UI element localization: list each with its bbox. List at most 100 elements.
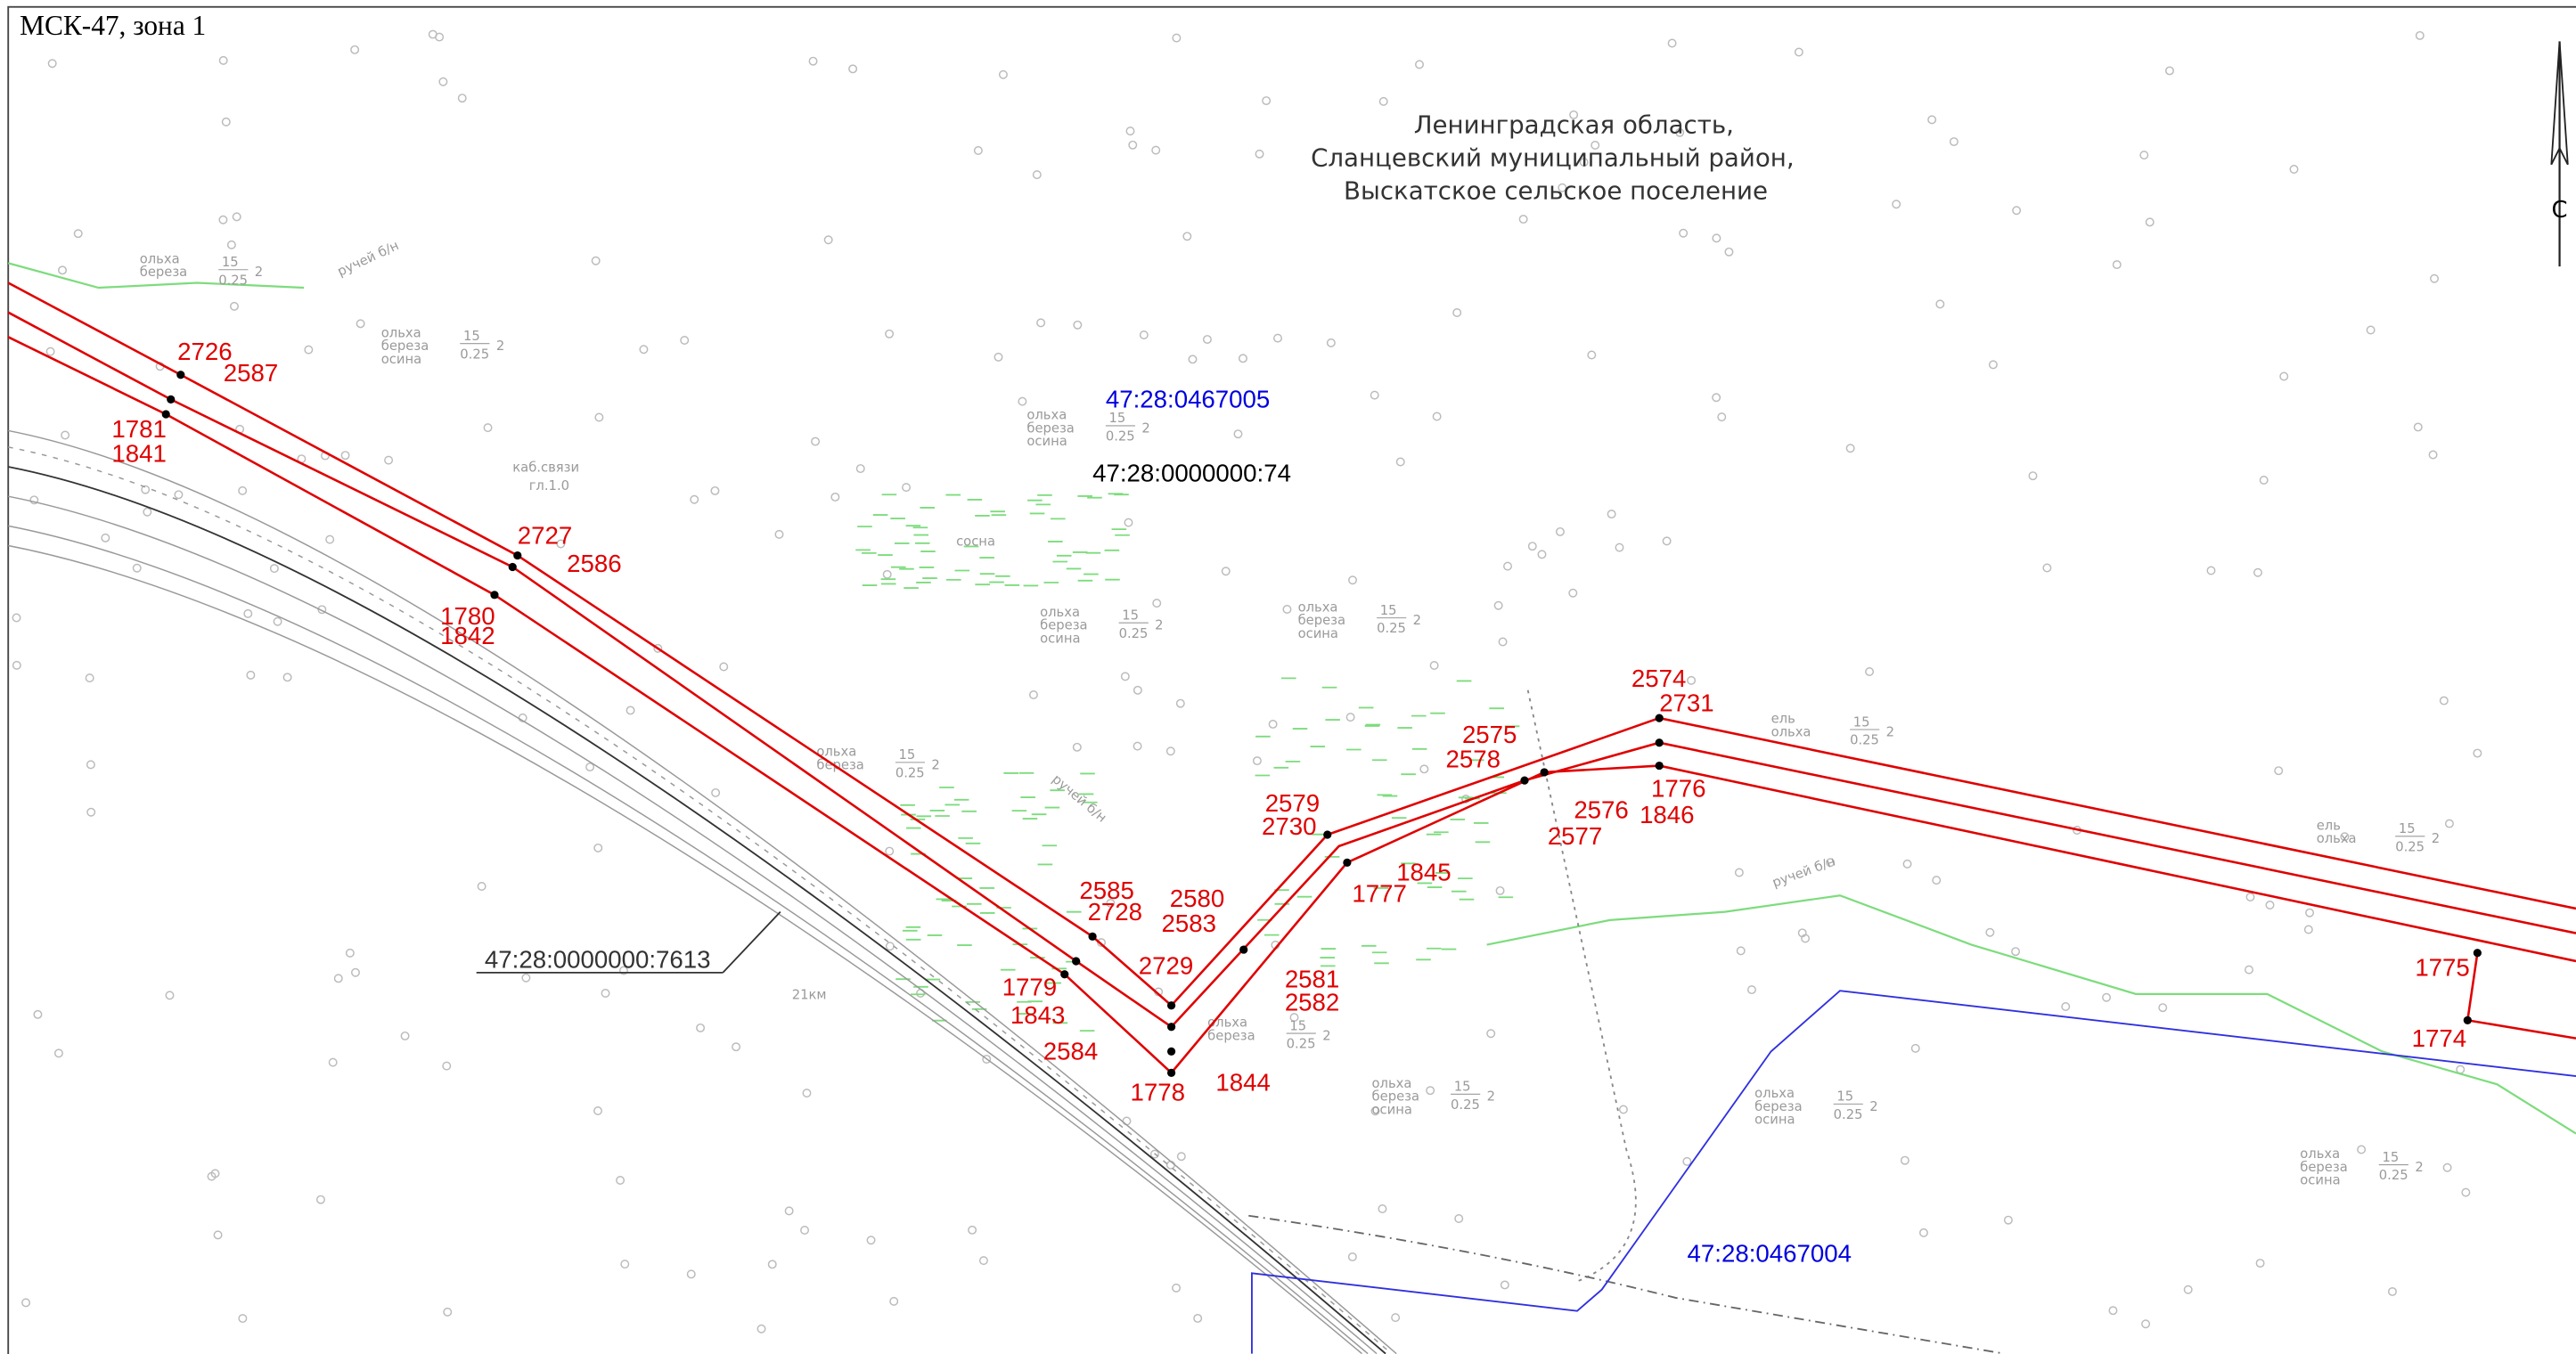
marker: [1493, 600, 1503, 610]
marker: [1949, 137, 1959, 147]
marker: [1826, 858, 1836, 868]
marker: [218, 55, 228, 65]
marker: [1262, 96, 1272, 106]
point: [1655, 761, 1664, 771]
marker: [1326, 338, 1336, 347]
point: [2463, 1016, 2472, 1024]
route-line: [7, 281, 2576, 1007]
marker: [2473, 748, 2482, 758]
marker: [1152, 599, 1162, 608]
marker: [885, 846, 895, 856]
marker: [1736, 946, 1746, 956]
marker: [982, 1055, 992, 1064]
marker: [1607, 510, 1616, 519]
point-label: 2574: [1631, 665, 1687, 692]
marker: [1238, 354, 1247, 363]
marker: [1452, 308, 1462, 317]
marker: [1900, 1155, 1910, 1165]
vegetation-label: 15: [899, 747, 916, 763]
vegetation-label: 2: [2415, 1160, 2423, 1175]
marker: [12, 660, 21, 670]
marker: [317, 605, 327, 615]
vegetation-label: ольха: [1754, 1086, 1795, 1101]
marker: [2011, 947, 2021, 957]
vegetation-label: 0.25: [1287, 1037, 1316, 1052]
vegetation-label: ель: [2317, 818, 2341, 833]
point: [1166, 1001, 1176, 1010]
marker: [696, 1023, 706, 1032]
vegetation-label: 15: [1380, 603, 1397, 618]
point-label: 2585: [1079, 877, 1134, 904]
marker: [1679, 228, 1689, 238]
point-label: 1841: [111, 439, 167, 467]
marker: [1036, 318, 1046, 328]
marker: [784, 1206, 794, 1216]
marker: [1378, 1204, 1387, 1213]
marker: [1273, 333, 1282, 343]
vegetation-label: осина: [1040, 631, 1080, 646]
marker: [830, 492, 840, 502]
marker: [1615, 542, 1624, 552]
point-label: 2576: [1574, 796, 1629, 824]
vegetation-label: 15: [2382, 1150, 2399, 1165]
point-label: 1774: [2412, 1024, 2467, 1052]
marker: [1128, 140, 1138, 150]
road-line: [8, 466, 1386, 1354]
marker: [246, 670, 256, 680]
marker: [356, 319, 365, 329]
marker: [86, 760, 95, 770]
point-label: 1844: [1215, 1069, 1271, 1097]
marker: [732, 1042, 741, 1052]
stream-label: ручей б/н: [1049, 771, 1109, 826]
marker: [1018, 396, 1027, 406]
marker: [1202, 335, 1212, 345]
marker: [2442, 1162, 2452, 1172]
marker: [2430, 273, 2440, 283]
marker: [340, 451, 350, 461]
point-label: 2583: [1162, 909, 1217, 937]
marker: [1032, 170, 1042, 180]
vegetation-label: ольха: [1372, 1076, 1412, 1091]
marker: [1419, 764, 1429, 774]
marker: [1255, 149, 1264, 159]
marker: [1072, 742, 1082, 752]
point: [1166, 1047, 1176, 1056]
marker: [443, 1307, 453, 1317]
point: [1166, 1023, 1176, 1032]
marker: [213, 1230, 223, 1240]
region-line: Сланцевский муниципальный район,: [1311, 143, 1795, 173]
marker: [2028, 471, 2038, 481]
marker: [61, 430, 70, 440]
marker: [1932, 876, 1942, 885]
point-label: 1846: [1640, 801, 1695, 828]
vegetation-label: ольха: [2300, 1146, 2340, 1162]
vegetation-label: осина: [1754, 1113, 1795, 1128]
marker: [21, 1298, 31, 1308]
point-label: 1781: [111, 415, 167, 443]
marker: [2253, 567, 2262, 577]
vegetation-label: осина: [1026, 434, 1067, 449]
vegetation-label: береза: [1207, 1028, 1255, 1043]
marker: [756, 1324, 766, 1334]
point: [1072, 957, 1081, 966]
marker: [1498, 637, 1508, 647]
marker: [238, 485, 248, 495]
marker: [2461, 1187, 2471, 1197]
road-line: [8, 495, 1378, 1354]
marker: [53, 1048, 63, 1058]
marker: [2265, 901, 2275, 910]
marker: [1717, 412, 1727, 422]
marker: [591, 256, 601, 265]
point-label: 2729: [1139, 952, 1194, 980]
marker: [165, 991, 175, 1000]
marker: [808, 56, 818, 66]
marker: [2245, 965, 2253, 975]
marker: [2145, 217, 2155, 227]
marker: [282, 673, 292, 682]
marker: [226, 240, 236, 249]
vegetation-label: береза: [1754, 1099, 1803, 1114]
marker: [350, 45, 360, 54]
marker: [973, 146, 983, 155]
point-label: 2575: [1462, 721, 1517, 748]
stream: [1486, 894, 2576, 1135]
